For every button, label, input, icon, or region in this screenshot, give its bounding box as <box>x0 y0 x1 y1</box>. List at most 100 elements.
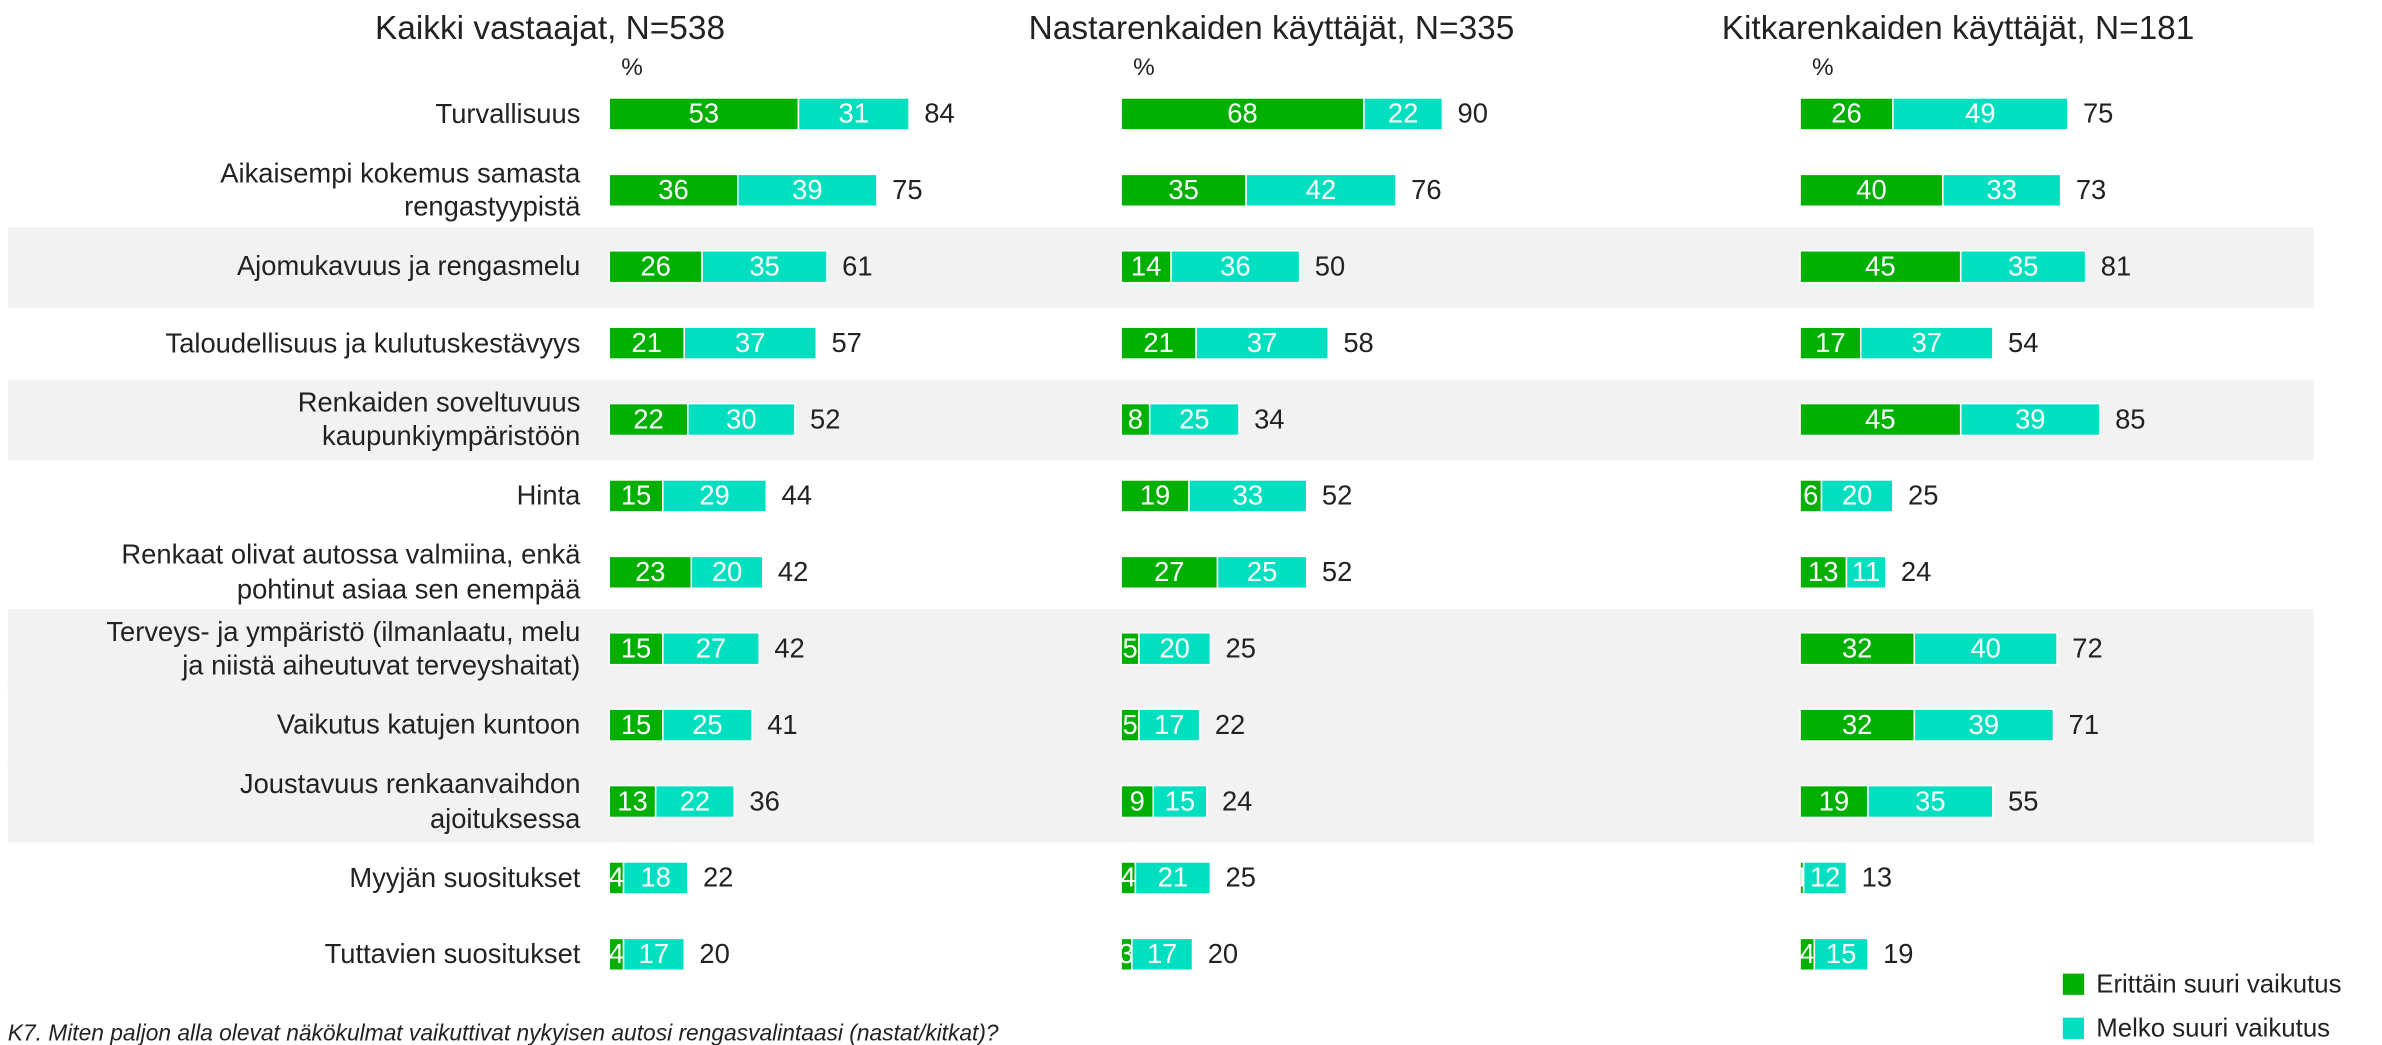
bar-label: 12 <box>1810 862 1840 893</box>
bar-label: 36 <box>658 174 688 205</box>
bar-label: 22 <box>633 403 663 434</box>
total-label: 24 <box>1901 556 1931 587</box>
bar-label: 3 <box>1119 938 1134 969</box>
total-label: 41 <box>767 709 797 740</box>
bar-label: 15 <box>1826 938 1856 969</box>
category-label: Turvallisuus <box>435 98 581 129</box>
bar-label: 37 <box>735 327 765 358</box>
bar-segment <box>662 632 760 666</box>
bar-segment <box>1867 784 1994 819</box>
category-box: Aikaisempi kokemus samasta rengastyypist… <box>220 157 581 223</box>
category-box: Renkaiden soveltuvuus kaupunkiympäristöö… <box>298 387 581 452</box>
bar-label: 22 <box>1388 98 1418 129</box>
category-label: Terveys- ja ympäristö (ilmanlaatu, melu … <box>106 616 581 681</box>
bar-label: 14 <box>1131 250 1161 281</box>
bar-segment <box>662 708 753 742</box>
total-label: 52 <box>1322 556 1352 587</box>
bar-segment <box>1799 402 1962 437</box>
bar-segment <box>1959 250 2087 284</box>
bar-segment <box>662 479 768 513</box>
unit-label: % <box>1133 54 1155 81</box>
bar-segment <box>1799 632 1916 666</box>
bar-label: 37 <box>1247 327 1277 358</box>
total-label: 42 <box>778 556 808 587</box>
bar-segment <box>1913 708 2055 742</box>
bar-label: 21 <box>632 327 662 358</box>
bar-segment <box>1913 632 2058 666</box>
bar-segment <box>1148 402 1240 437</box>
bar-label: 20 <box>1159 632 1189 663</box>
bar-segment <box>1188 479 1308 513</box>
panel-title: Kitkarenkaiden käyttäjät, N=181 <box>1722 10 2195 47</box>
footnote: K7. Miten paljon alla olevat näkökulmat … <box>8 1019 999 1045</box>
total-label: 25 <box>1226 862 1256 893</box>
category-label: Myyjän suositukset <box>349 862 581 893</box>
bar-label: 20 <box>712 556 742 587</box>
total-label: 52 <box>1322 480 1352 511</box>
bar-segment <box>608 97 800 131</box>
bar-segment <box>1216 555 1308 590</box>
bar-segment <box>1892 97 2069 131</box>
panel-title: Kaikki vastaajat, N=538 <box>375 10 725 47</box>
bar-segment <box>1120 173 1247 208</box>
bar-segment <box>1799 784 1869 819</box>
bar-label: 9 <box>1130 785 1145 816</box>
bar-label: 68 <box>1227 98 1257 129</box>
bar-segment <box>1959 402 2101 437</box>
total-label: 73 <box>2076 174 2106 205</box>
bar-label: 31 <box>839 98 869 129</box>
bar-label: 25 <box>1247 556 1277 587</box>
bar-label: 21 <box>1158 862 1188 893</box>
category-label: Aikaisempi kokemus samasta rengastyypist… <box>220 157 581 223</box>
bar-segment <box>608 402 689 437</box>
bar-label: 15 <box>621 709 651 740</box>
bar-segment <box>1799 555 1848 590</box>
bar-segment <box>1820 479 1894 513</box>
bar-label: 30 <box>726 403 756 434</box>
unit-label: % <box>1812 54 1834 81</box>
bar-segment <box>1120 97 1365 131</box>
bar-segment <box>622 861 689 895</box>
bar-label: 53 <box>689 98 719 129</box>
bar-segment <box>687 402 796 437</box>
total-label: 84 <box>924 98 954 129</box>
bar-label: 40 <box>1856 174 1886 205</box>
bar-label: 4 <box>609 938 624 969</box>
bar-label: 5 <box>1122 709 1137 740</box>
category-label: Hinta <box>516 480 581 511</box>
category-box: Taloudellisuus ja kulutuskestävyys <box>166 328 581 358</box>
unit-label: % <box>621 54 643 81</box>
total-label: 72 <box>2072 632 2102 663</box>
bar-label: 19 <box>1140 480 1170 511</box>
total-label: 76 <box>1411 174 1441 205</box>
total-label: 44 <box>782 480 812 511</box>
total-label: 85 <box>2115 403 2145 434</box>
bar-label: 27 <box>696 632 726 663</box>
legend-swatch <box>2062 1017 2085 1039</box>
bar-label: 13 <box>1808 556 1838 587</box>
bar-label: 11 <box>1852 556 1880 587</box>
bar-label: 17 <box>1147 938 1177 969</box>
bar-segment <box>1138 632 1212 666</box>
bar-label: 39 <box>1969 709 1999 740</box>
bar-label: 15 <box>621 632 651 663</box>
bar-label: 33 <box>1233 480 1263 511</box>
bar-segment <box>1152 784 1208 819</box>
bar-label: 18 <box>640 862 670 893</box>
category-box: Ajomukavuus ja rengasmelu <box>236 251 581 282</box>
bar-segment <box>1170 250 1301 284</box>
category-label: Ajomukavuus ja rengasmelu <box>236 251 581 282</box>
panel-title: Nastarenkaiden käyttäjät, N=335 <box>1029 10 1515 47</box>
total-label: 34 <box>1254 403 1284 434</box>
total-label: 19 <box>1883 938 1913 969</box>
bar-label: 21 <box>1143 327 1173 358</box>
bar-segment <box>654 784 735 819</box>
bar-label: 32 <box>1842 632 1872 663</box>
total-label: 13 <box>1862 862 1892 893</box>
category-box: Joustavuus renkaanvaihdon ajoituksessa <box>240 769 580 834</box>
bar-label: 35 <box>2008 250 2038 281</box>
bar-label: 26 <box>640 250 670 281</box>
total-label: 22 <box>703 862 733 893</box>
legend-swatch <box>2062 973 2085 995</box>
bar-label: 19 <box>1819 785 1849 816</box>
